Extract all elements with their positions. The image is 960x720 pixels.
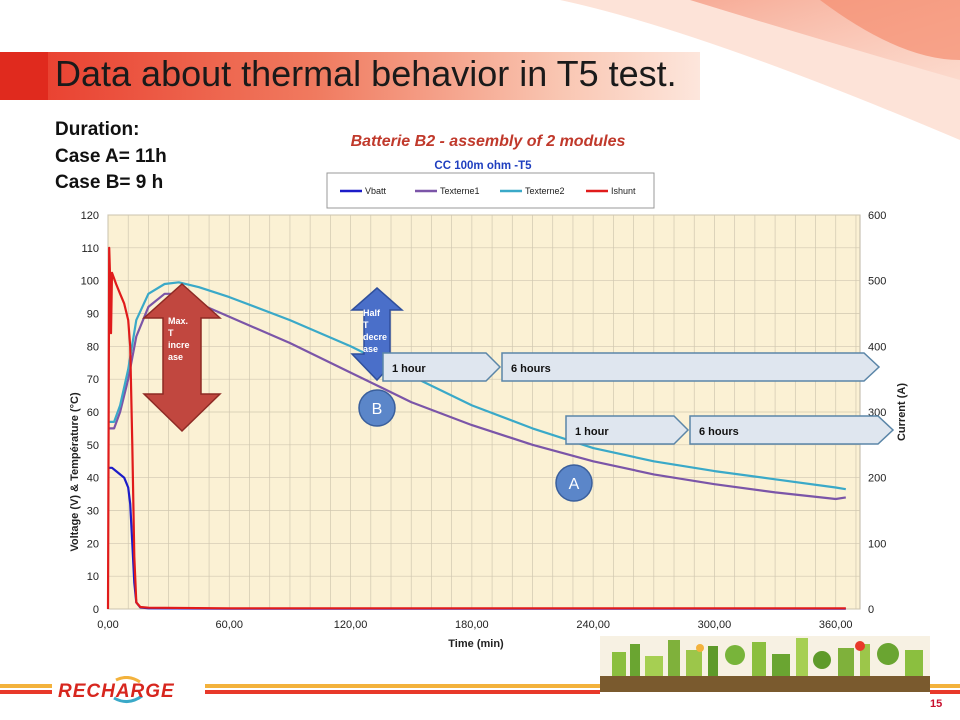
y-tick-label: 60: [87, 407, 99, 419]
half-t-decrease-label: Half T decre ase: [363, 308, 390, 354]
y-tick-label: 80: [87, 341, 99, 353]
max-t-increase-arrow: Max. T incre ase: [142, 282, 222, 433]
y-tick-label: 70: [87, 374, 99, 386]
x-tick-label: 0,00: [97, 619, 118, 631]
marker-b-label: B: [372, 401, 383, 418]
case-a-1hour-label: 1 hour: [575, 426, 609, 438]
chart-title: Batterie B2 - assembly of 2 modules: [351, 133, 626, 150]
chart-legend: Vbatt Texterne1 Texterne2 Ishunt: [326, 172, 655, 209]
y-tick-label: 0: [93, 604, 99, 616]
logo-text: RECHARGE: [58, 681, 175, 702]
x-tick-label: 240,00: [576, 619, 610, 631]
case-a-duration: Case A= 11h: [55, 145, 167, 167]
case-a-6hours-callout: 6 hours: [689, 415, 895, 445]
y2-tick-label: 600: [868, 210, 886, 222]
x-axis-label: Time (min): [448, 638, 504, 650]
case-b-duration: Case B= 9 h: [55, 172, 164, 193]
y2-tick-label: 400: [868, 341, 886, 353]
marker-a-label: A: [569, 476, 580, 493]
case-b-1hour-callout: 1 hour: [382, 352, 502, 382]
x-tick-label: 300,00: [698, 619, 732, 631]
y-tick-label: 30: [87, 506, 99, 518]
x-tick-label: 360,00: [819, 619, 853, 631]
x-tick-label: 120,00: [334, 619, 368, 631]
x-tick-label: 180,00: [455, 619, 489, 631]
legend-label: Texterne1: [440, 186, 480, 196]
legend-label: Ishunt: [611, 186, 636, 196]
y-tick-label: 50: [87, 440, 99, 452]
y2-tick-label: 0: [868, 604, 874, 616]
grid-lines: [107, 214, 860, 610]
legend-label: Vbatt: [365, 186, 387, 196]
case-b-6hours-label: 6 hours: [511, 363, 551, 375]
series-lines: [106, 246, 846, 610]
y2-axis-label: Current (A): [896, 383, 908, 441]
y2-tick-label: 200: [868, 473, 886, 485]
y-tick-label: 40: [87, 473, 99, 485]
y-tick-label: 120: [81, 210, 99, 222]
x-tick-label: 60,00: [216, 619, 244, 631]
y2-tick-label: 100: [868, 538, 886, 550]
duration-text: Duration: Case A= 11h Case B= 9 h: [55, 117, 167, 197]
case-a-6hours-label: 6 hours: [699, 426, 739, 438]
y-axis-label: Voltage (V) & Température (°C): [69, 392, 81, 552]
y-tick-label: 110: [81, 243, 99, 255]
y-tick-label: 10: [87, 571, 99, 583]
y-tick-label: 90: [87, 309, 99, 321]
page-number: 15: [930, 698, 943, 710]
y-tick-label: 100: [81, 276, 99, 288]
duration-label: Duration:: [55, 119, 140, 140]
y2-tick-label: 500: [868, 276, 886, 288]
marker-b: B: [358, 389, 396, 427]
case-a-1hour-callout: 1 hour: [565, 415, 690, 445]
page-title: Data about thermal behavior in T5 test.: [55, 53, 677, 94]
chart-subtitle: CC 100m ohm -T5: [434, 160, 532, 172]
y-tick-label: 20: [87, 538, 99, 550]
series-line-ishunt: [106, 246, 846, 610]
recharge-logo: RECHARGE: [58, 676, 175, 703]
max-t-increase-label: Max. T incre ase: [168, 316, 192, 362]
skyline-illustration: [600, 636, 930, 692]
marker-a: A: [555, 464, 593, 502]
case-b-1hour-label: 1 hour: [392, 363, 426, 375]
case-b-6hours-callout: 6 hours: [501, 352, 881, 382]
legend-label: Texterne2: [525, 186, 565, 196]
